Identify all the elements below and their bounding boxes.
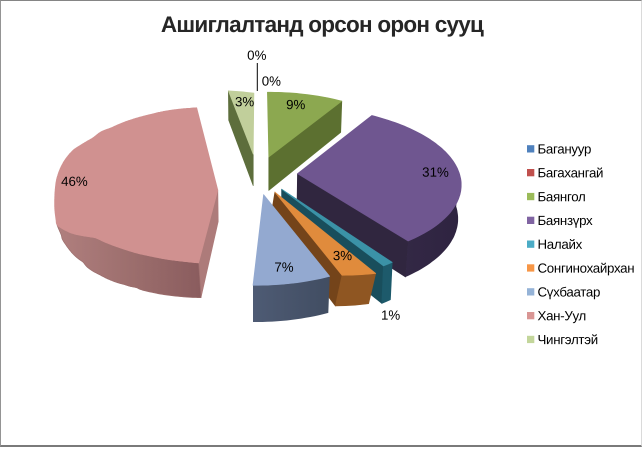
svg-text:3%: 3% xyxy=(235,94,254,109)
svg-text:3%: 3% xyxy=(333,248,352,263)
svg-text:Сонгинохайрхан: Сонгинохайрхан xyxy=(537,261,634,276)
svg-text:0%: 0% xyxy=(247,48,266,63)
svg-text:9%: 9% xyxy=(286,97,305,112)
svg-text:31%: 31% xyxy=(422,165,449,180)
svg-text:Баянгол: Баянгол xyxy=(537,189,585,204)
svg-text:Багахангай: Багахангай xyxy=(537,165,603,180)
svg-text:46%: 46% xyxy=(61,174,88,189)
svg-text:Налайх: Налайх xyxy=(537,237,582,252)
svg-text:1%: 1% xyxy=(381,308,400,323)
svg-text:Баянзүрх: Баянзүрх xyxy=(537,213,593,228)
svg-text:Хан-Уул: Хан-Уул xyxy=(537,308,586,323)
svg-text:7%: 7% xyxy=(274,260,293,275)
svg-text:Сүхбаатар: Сүхбаатар xyxy=(537,285,600,300)
svg-text:Ашиглалтанд орсон орон сууц: Ашиглалтанд орсон орон сууц xyxy=(161,12,484,37)
svg-text:Чингэлтэй: Чингэлтэй xyxy=(537,332,597,347)
svg-text:Багануур: Багануур xyxy=(537,142,591,157)
svg-text:0%: 0% xyxy=(262,74,281,89)
